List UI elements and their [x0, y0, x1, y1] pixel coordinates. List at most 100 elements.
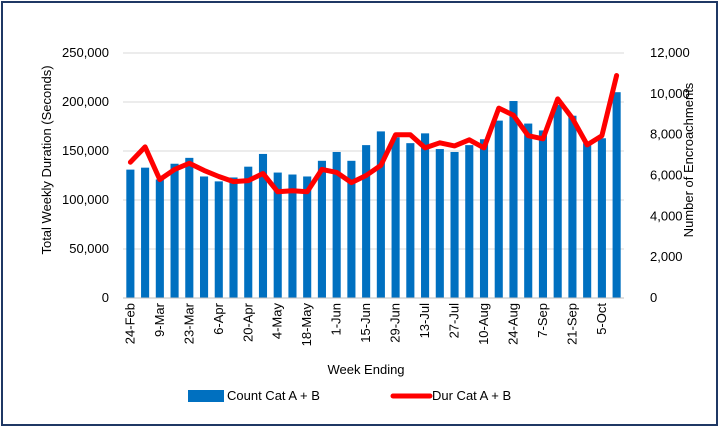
bar	[524, 123, 533, 298]
x-tick-label: 1-Jun	[329, 303, 344, 336]
y-left-tick-label: 50,000	[69, 241, 109, 256]
x-tick-label: 4-May	[270, 303, 285, 340]
line-point	[128, 160, 133, 165]
line-point	[540, 136, 545, 141]
bar	[141, 167, 150, 298]
bar	[258, 153, 268, 298]
y-right-tick-label: 8,000	[650, 127, 683, 142]
bar	[406, 143, 415, 298]
bar	[421, 133, 430, 298]
line-point	[157, 177, 162, 182]
x-tick-label: 6-Apr	[211, 302, 226, 334]
line-point	[614, 73, 619, 78]
x-tick-label: 23-Mar	[181, 302, 196, 344]
x-tick-label: 24-Aug	[505, 303, 520, 345]
line-point	[246, 178, 251, 183]
x-tick-label: 7-Sep	[535, 303, 550, 338]
bar	[612, 92, 621, 298]
y-right-tick-label: 0	[650, 290, 657, 305]
bar	[155, 179, 164, 298]
y-left-axis-title: Total Weekly Duration (Seconds)	[39, 65, 54, 254]
bar	[170, 163, 179, 298]
legend-label-dur: Dur Cat A + B	[432, 388, 511, 403]
line-point	[555, 96, 560, 101]
x-tick-labels: 24-Feb 9-Mar 23-Mar 6-Apr 20-Apr 4-May 18-May 1…	[122, 302, 609, 346]
line-point	[496, 106, 501, 111]
bar	[509, 101, 518, 299]
bar	[229, 177, 238, 298]
line-point	[275, 189, 280, 194]
line-point	[511, 113, 516, 118]
x-tick-label: 29-Jun	[388, 303, 403, 343]
bar	[450, 151, 459, 298]
x-tick-label: 13-Jul	[417, 303, 432, 339]
line-point	[334, 170, 339, 175]
x-tick-label: 20-Apr	[240, 302, 255, 342]
line-point	[364, 173, 369, 178]
line-point	[305, 189, 310, 194]
y-right-axis-title: Number of Encroachments	[681, 82, 696, 237]
bar	[199, 176, 209, 298]
bar	[362, 145, 371, 298]
x-tick-label: 5-Oct	[594, 303, 609, 335]
line-point	[172, 167, 177, 172]
bar	[126, 169, 135, 298]
line-point	[393, 132, 398, 137]
x-tick-label: 27-Jul	[447, 303, 462, 339]
bar	[273, 172, 282, 298]
bar	[185, 157, 194, 298]
line-point	[349, 180, 354, 185]
x-tick-label: 10-Aug	[476, 303, 491, 345]
bar	[553, 104, 562, 298]
line-point	[143, 144, 148, 149]
x-tick-label: 9-Mar	[152, 302, 167, 337]
line-point	[187, 161, 192, 166]
legend-swatch-count	[188, 390, 224, 402]
bar	[303, 176, 312, 298]
line-point	[482, 145, 487, 150]
bar	[347, 160, 356, 298]
bar	[317, 160, 326, 298]
bar	[583, 143, 592, 298]
line-point	[202, 168, 207, 173]
bar	[568, 115, 577, 298]
line-point	[437, 140, 442, 145]
y-left-tick-label: 100,000	[62, 192, 109, 207]
x-tick-label: 18-May	[299, 303, 314, 347]
legend-label-count: Count Cat A + B	[227, 388, 320, 403]
line-point	[290, 188, 295, 193]
gridlines	[123, 52, 624, 250]
line-point	[319, 167, 324, 172]
line-point	[408, 132, 413, 137]
bar	[597, 138, 606, 298]
line-point	[526, 133, 531, 138]
bar	[288, 174, 297, 298]
line-point	[452, 143, 457, 148]
y-left-tick-label: 0	[102, 290, 109, 305]
line-point	[378, 163, 383, 168]
line-point	[231, 179, 236, 184]
y-right-tick-label: 12,000	[650, 45, 690, 60]
line-point	[467, 137, 472, 142]
bar-series	[126, 92, 621, 299]
y-right-tick-label: 2,000	[650, 249, 683, 264]
y-left-tick-label: 250,000	[62, 45, 109, 60]
line-point	[585, 142, 590, 147]
bar	[214, 181, 223, 298]
bar	[435, 149, 444, 298]
y-left-tick-label: 150,000	[62, 143, 109, 158]
x-axis-title: Week Ending	[327, 362, 404, 377]
x-tick-label: 15-Jun	[358, 303, 373, 343]
y-left-tick-label: 200,000	[62, 94, 109, 109]
line-point	[599, 133, 604, 138]
line-series	[127, 73, 620, 195]
y-right-axis: 0 2,000 4,000 6,000 8,000 10,000 12,000	[650, 45, 690, 305]
line-point	[570, 116, 575, 121]
bar	[244, 166, 253, 298]
y-right-tick-label: 10,000	[650, 86, 690, 101]
x-tick-label: 21-Sep	[564, 303, 579, 345]
legend: Count Cat A + B Dur Cat A + B	[188, 388, 511, 403]
line-point	[216, 174, 221, 179]
bar	[538, 130, 548, 298]
